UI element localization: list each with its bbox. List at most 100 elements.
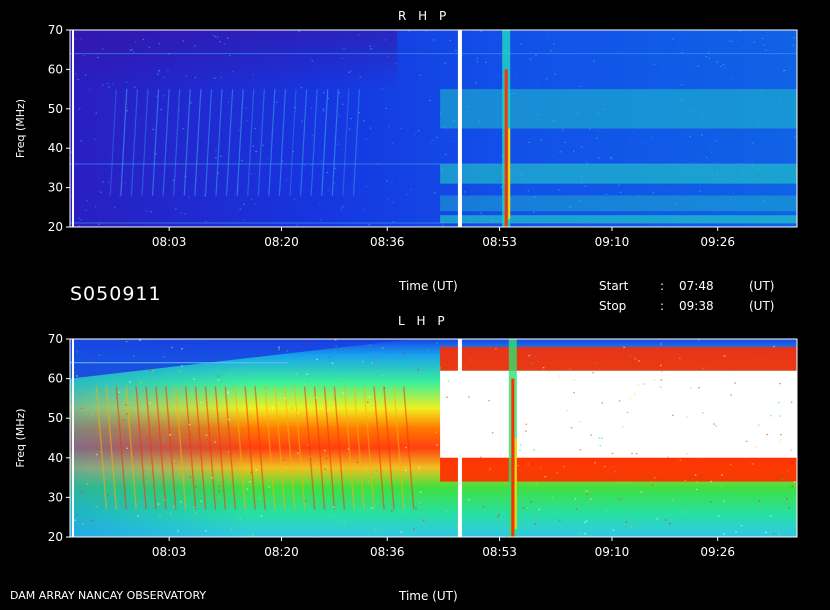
rhp-speckle [716,161,719,164]
lhp-speckle [697,339,700,341]
lhp-speckle [362,360,364,363]
y-tick-label: 20 [48,220,63,234]
lhp-speckle [709,501,712,503]
observation-id: S050911 [70,283,162,305]
lhp-speckle [642,383,645,385]
lhp-arc [244,386,256,510]
rhp-speckle [350,117,352,120]
rhp-speckle [219,40,221,43]
lhp-speckle [99,450,102,453]
rhp-emission-band [440,163,797,184]
rhp-speckle [255,150,257,153]
rhp-speckle [134,41,137,43]
lhp-red-band [440,346,797,371]
lhp-arc [313,386,326,510]
lhp-speckle [368,396,371,398]
y-tick-label: 60 [48,372,63,386]
lhp-arc [353,386,365,510]
lhp-speckle [579,532,582,534]
rhp-speckle [583,223,585,225]
rhp-speckle [724,67,726,69]
lhp-speckle [436,342,438,345]
rhp-speckle [476,61,478,63]
lhp-speckle [671,499,674,501]
lhp-speckle [163,498,166,501]
lhp-arc [105,386,118,510]
rhp-speckle [786,118,788,120]
lhp-speckle [73,501,76,503]
lhp-speckle [619,498,622,501]
y-tick-label: 70 [48,23,63,37]
lhp-speckle [239,518,242,520]
lhp-speckle [227,392,230,394]
lhp-speckle [696,488,698,491]
lhp-speckle [442,389,445,391]
lhp-arc [204,386,217,510]
lhp-speckle [719,417,722,419]
stop-time: 09:38 [679,299,714,313]
lhp-speckle [193,506,196,509]
lhp-speckle [654,476,656,479]
rhp-speckle [303,164,306,166]
rhp-speckle [441,167,443,170]
rhp-speckle [598,130,600,132]
lhp-speckle [240,389,242,392]
lhp-speckle [284,397,286,399]
lhp-speckle [498,513,500,516]
lhp-speckle [759,359,761,361]
rhp-speckle [736,40,739,43]
rhp-speckle [529,201,532,204]
rhp-speckle [786,147,789,149]
rhp-striation [141,89,149,196]
rhp-speckle [553,154,556,156]
lhp-speckle [456,525,459,528]
rhp-speckle [229,55,231,57]
lhp-arc [393,386,405,510]
rhp-striation [162,89,170,196]
rhp-striation [342,89,350,196]
lhp-speckle [629,355,632,357]
lhp-arc [234,386,246,510]
lhp-speckle [686,416,689,418]
lhp-speckle [773,345,775,348]
lhp-speckle [696,481,698,483]
lhp-speckle [740,524,743,527]
rhp-speckle [156,73,159,75]
rhp-speckle [243,219,246,221]
rhp-speckle [96,56,99,58]
lhp-speckle [128,381,131,383]
lhp-speckle [115,416,118,418]
rhp-speckle [681,99,683,101]
lhp-speckle [177,530,179,532]
lhp-speckle [137,515,139,517]
rhp-speckle [598,97,600,99]
rhp-speckle [341,206,344,208]
rhp-speckle [215,157,217,159]
rhp-speckle [777,175,779,177]
rhp-speckle [689,67,692,69]
rhp-speckle [150,211,152,213]
lhp-low-region [70,339,414,379]
lhp-speckle [538,508,541,511]
rhp-speckle [535,54,537,56]
lhp-speckle [298,477,301,479]
lhp-speckle [325,457,328,460]
lhp-speckle [258,497,261,500]
rhp-speckle [733,198,735,200]
lhp-speckle [396,353,399,355]
rhp-speckle [359,76,362,78]
rhp-speckle [509,216,512,218]
lhp-speckle [249,481,251,483]
rhp-speckle [392,201,394,203]
lhp-speckle [599,444,602,447]
rhp-speckle [550,50,552,52]
lhp-speckle [315,396,318,399]
lhp-panel: 20 30 40 50 60 70 Freq (MHz) 08:03 08:20 08:36 08:… [14,332,798,559]
rhp-speckle [515,74,518,76]
rhp-speckle [665,190,668,192]
rhp-speckle [467,109,469,111]
lhp-speckle [674,380,677,382]
rhp-speckle [533,211,535,213]
lhp-speckle [788,507,791,509]
lhp-speckle [619,456,621,459]
